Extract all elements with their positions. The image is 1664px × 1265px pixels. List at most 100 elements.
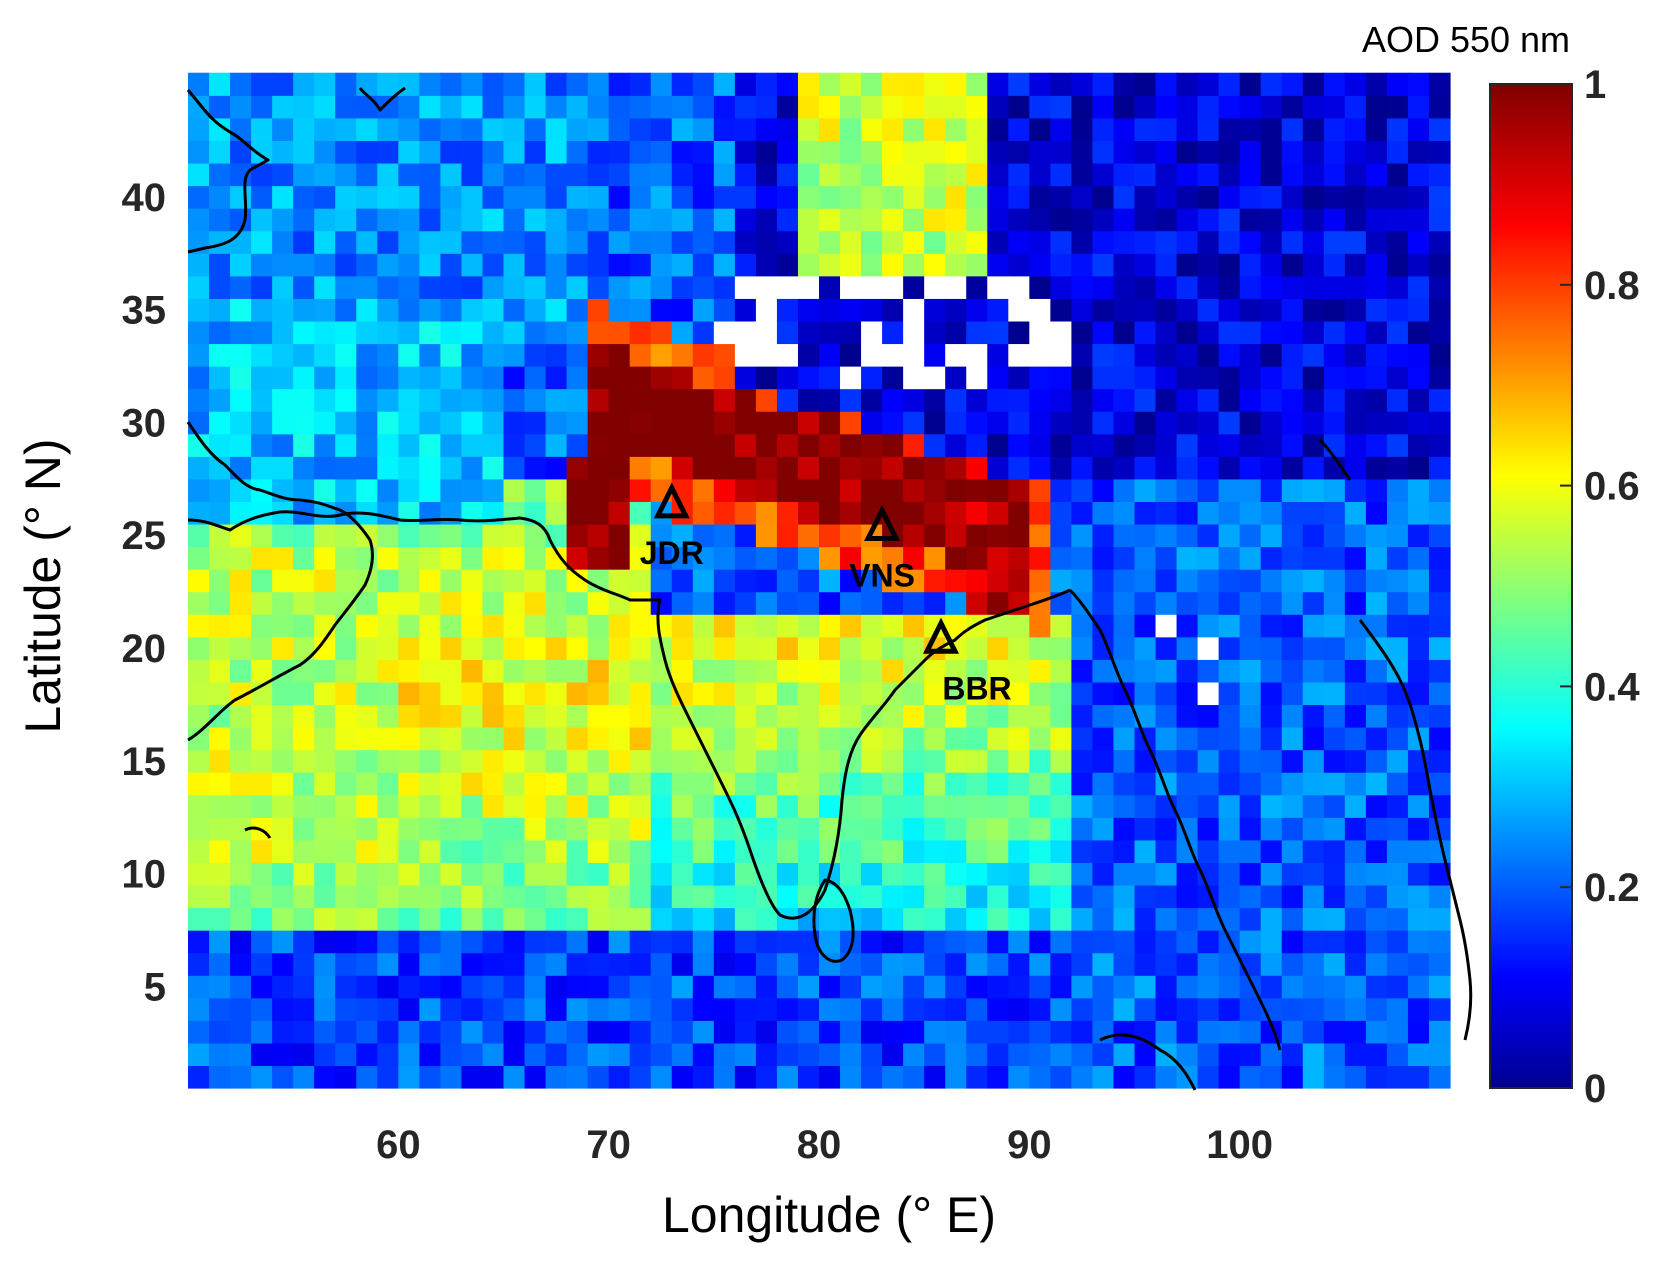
heatmap-cell [945, 727, 967, 751]
heatmap-cell [1239, 478, 1262, 502]
heatmap-cell [629, 907, 652, 931]
heatmap-cell [440, 930, 463, 954]
heatmap-cell [335, 1065, 357, 1089]
heatmap-cell [1386, 185, 1409, 209]
heatmap-cell [1008, 1065, 1030, 1089]
heatmap-cell [230, 388, 252, 412]
heatmap-cell [314, 298, 336, 322]
heatmap-cell [314, 72, 336, 96]
heatmap-cell [755, 817, 778, 841]
heatmap-cell [882, 930, 904, 954]
heatmap-cell [755, 1065, 778, 1089]
heatmap-cell [903, 298, 925, 322]
heatmap-cell [314, 388, 336, 412]
heatmap-cell [545, 72, 568, 96]
heatmap-cell [1071, 749, 1094, 773]
heatmap-cell [587, 659, 610, 683]
heatmap-cell [272, 208, 294, 232]
heatmap-cell [1029, 659, 1051, 683]
heatmap-cell [776, 366, 799, 390]
heatmap-cell [987, 343, 1009, 367]
heatmap-cell [861, 817, 883, 841]
heatmap-cell [440, 253, 463, 277]
heatmap-cell [377, 366, 399, 390]
heatmap-cell [230, 636, 252, 660]
heatmap-cell [861, 930, 883, 954]
heatmap-cell [587, 907, 610, 931]
heatmap-cell [482, 388, 505, 412]
heatmap-cell [671, 794, 694, 818]
station-marker-bbr [922, 617, 960, 654]
heatmap-cell [819, 456, 841, 480]
heatmap-cell [713, 501, 736, 525]
heatmap-cell [251, 749, 273, 773]
heatmap-cell [1197, 185, 1220, 209]
heatmap-cell [1428, 1042, 1451, 1067]
heatmap-cell [314, 140, 336, 164]
heatmap-cell [440, 208, 463, 232]
heatmap-cell [629, 343, 652, 367]
heatmap-cell [734, 862, 757, 886]
heatmap-cell [903, 433, 925, 457]
heatmap-cell [398, 501, 420, 525]
heatmap-cell [755, 839, 778, 863]
heatmap-cell [503, 749, 526, 773]
heatmap-cell [797, 208, 820, 232]
heatmap-cell [188, 681, 210, 706]
heatmap-cell [1302, 862, 1325, 886]
heatmap-cell [1302, 749, 1325, 773]
heatmap-cell [1365, 478, 1388, 502]
heatmap-cell [903, 140, 925, 164]
heatmap-cell [1386, 95, 1409, 119]
heatmap-cell [188, 997, 210, 1021]
heatmap-cell [1428, 95, 1451, 119]
heatmap-cell [629, 1065, 652, 1089]
heatmap-cell [734, 208, 757, 232]
heatmap-cell [1071, 275, 1094, 299]
heatmap-cell [1092, 208, 1115, 232]
heatmap-cell [524, 569, 547, 593]
heatmap-cell [692, 591, 715, 615]
heatmap-cell [755, 501, 778, 525]
heatmap-cell [1176, 614, 1199, 638]
heatmap-cell [692, 320, 715, 345]
heatmap-cell [1407, 884, 1430, 909]
heatmap-cell [608, 275, 631, 299]
heatmap-cell [482, 659, 505, 683]
heatmap-cell [293, 366, 315, 390]
heatmap-cell [734, 930, 757, 954]
heatmap-cell [524, 298, 547, 322]
heatmap-cell [1239, 298, 1262, 322]
heatmap-cell [1134, 907, 1157, 931]
heatmap-cell [1134, 749, 1157, 773]
heatmap-cell [566, 772, 589, 796]
heatmap-cell [1029, 952, 1051, 976]
heatmap-cell [209, 343, 231, 367]
heatmap-cell [1386, 343, 1409, 367]
heatmap-cell [819, 95, 841, 119]
heatmap-cell [545, 366, 568, 390]
heatmap-cell [398, 140, 420, 164]
heatmap-cell [1386, 636, 1409, 660]
heatmap-cell [1323, 95, 1346, 119]
heatmap-cell [1365, 727, 1388, 751]
heatmap-cell [272, 253, 294, 277]
heatmap-cell [1365, 636, 1388, 660]
heatmap-cell [1260, 794, 1283, 818]
heatmap-cell [1071, 523, 1094, 548]
heatmap-cell [1302, 523, 1325, 548]
heatmap-cell [188, 614, 210, 638]
heatmap-cell [440, 704, 463, 728]
heatmap-cell [398, 952, 420, 976]
heatmap-cell [419, 320, 441, 345]
heatmap-cell [629, 523, 652, 548]
heatmap-cell [776, 997, 799, 1021]
heatmap-cell [755, 1042, 778, 1067]
heatmap-cell [629, 884, 652, 909]
heatmap-cell [734, 253, 757, 277]
heatmap-cell [1428, 907, 1451, 931]
heatmap-cell [1386, 1065, 1409, 1089]
heatmap-cell [1197, 546, 1220, 570]
heatmap-cell [1008, 930, 1030, 954]
heatmap-cell [440, 794, 463, 818]
